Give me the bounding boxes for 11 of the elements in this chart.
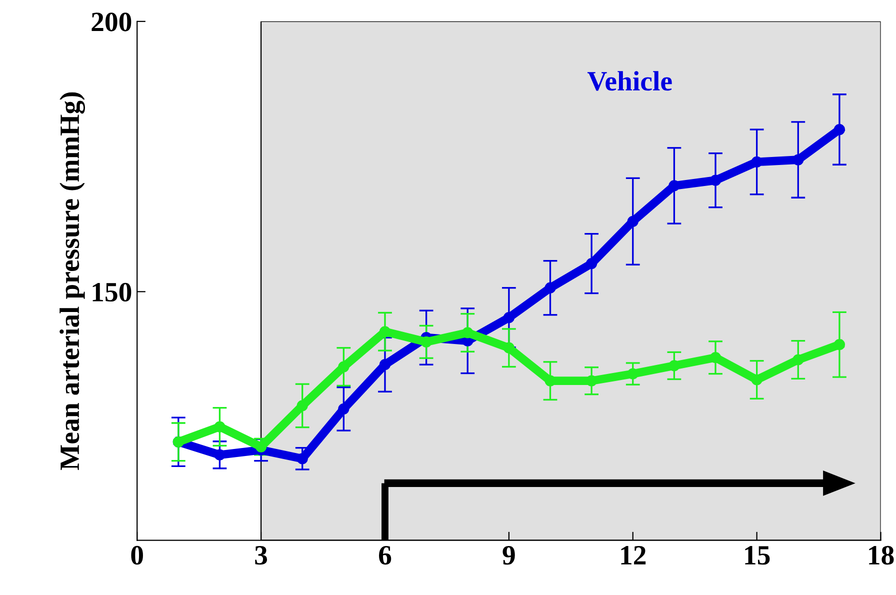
x-tick-label: 0 [131, 546, 143, 565]
y-tick-label: 150 [92, 282, 132, 302]
x-tick-label: 15 [745, 546, 770, 565]
x-tick-label: 9 [502, 546, 515, 565]
text: Vehicle [587, 71, 672, 91]
x-tick-label: 18 [869, 546, 894, 565]
x-tick-label: 3 [255, 546, 268, 565]
x-tick-label: 6 [378, 546, 392, 565]
y-axis-title: Mean arterial pressure (mmHg) [60, 92, 86, 470]
x-tick-label: 12 [621, 546, 646, 564]
y-tick-label: 200 [92, 12, 132, 32]
